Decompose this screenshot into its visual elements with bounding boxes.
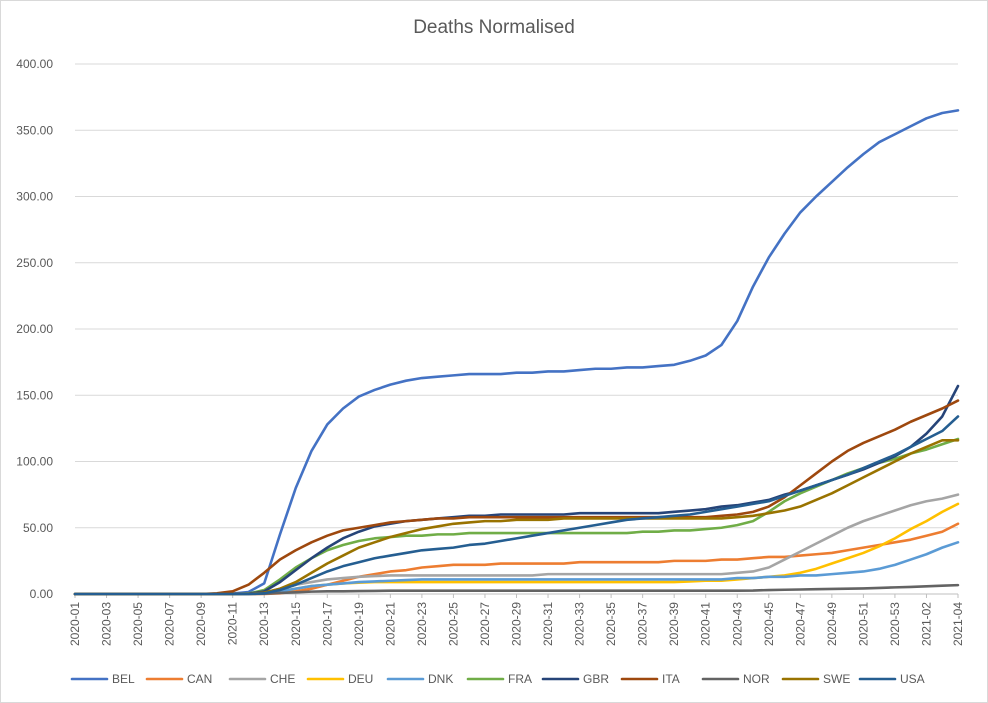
legend-label-deu: DEU [348, 672, 373, 686]
x-tick-label: 2020-05 [131, 602, 145, 646]
x-tick-label: 2020-19 [352, 602, 366, 646]
legend-label-gbr: GBR [583, 672, 609, 686]
y-tick-label: 50.00 [23, 521, 53, 535]
x-tick-label: 2020-27 [478, 602, 492, 646]
legend-label-dnk: DNK [428, 672, 453, 686]
y-tick-label: 300.00 [16, 190, 53, 204]
x-tick-label: 2020-41 [699, 602, 713, 646]
legend-label-ita: ITA [662, 672, 680, 686]
x-tick-label: 2020-43 [730, 602, 744, 646]
x-tick-label: 2020-21 [383, 602, 397, 646]
x-axis-tick-labels: 2020-01 2020-03 2020-05 2020-07 2020-09 2020-… [68, 594, 965, 646]
legend: BEL CAN CHE DEU DNK FRA GBR ITA NOR SWE USA [70, 672, 925, 686]
x-tick-label: 2020-53 [888, 602, 902, 646]
x-tick-label: 2020-09 [194, 602, 208, 646]
legend-label-nor: NOR [743, 672, 770, 686]
x-tick-label: 2020-03 [100, 602, 114, 646]
y-axis-tick-labels: 0.00 50.00 100.00 150.00 200.00 250.00 300.00 3… [16, 57, 53, 601]
x-tick-label: 2020-25 [446, 602, 460, 646]
x-tick-label: 2020-51 [856, 602, 870, 646]
x-tick-label: 2020-35 [604, 602, 618, 646]
x-tick-label: 2020-01 [68, 602, 82, 646]
x-tick-label: 2020-47 [793, 602, 807, 646]
x-tick-label: 2020-07 [163, 602, 177, 646]
x-tick-label: 2020-49 [825, 602, 839, 646]
x-tick-label: 2020-45 [762, 602, 776, 646]
x-tick-label: 2021-04 [951, 602, 965, 646]
legend-label-swe: SWE [823, 672, 850, 686]
legend-label-can: CAN [187, 672, 212, 686]
x-tick-label: 2021-02 [919, 602, 933, 646]
x-tick-label: 2020-15 [289, 602, 303, 646]
legend-label-che: CHE [270, 672, 295, 686]
x-tick-label: 2020-31 [541, 602, 555, 646]
series-line-dnk [73, 541, 960, 596]
x-tick-label: 2020-33 [573, 602, 587, 646]
y-tick-label: 200.00 [16, 322, 53, 336]
series-line-bel [73, 109, 960, 596]
y-tick-label: 0.00 [30, 587, 54, 601]
x-tick-label: 2020-39 [667, 602, 681, 646]
chart-title: Deaths Normalised [413, 17, 575, 38]
y-tick-label: 250.00 [16, 256, 53, 270]
series-lines [73, 109, 960, 596]
x-tick-label: 2020-17 [320, 602, 334, 646]
y-tick-label: 150.00 [16, 388, 53, 402]
x-tick-label: 2020-37 [636, 602, 650, 646]
legend-label-bel: BEL [112, 672, 135, 686]
y-tick-label: 100.00 [16, 455, 53, 469]
series-line-ita [73, 399, 960, 596]
legend-label-usa: USA [900, 672, 925, 686]
y-tick-label: 400.00 [16, 57, 53, 71]
x-tick-label: 2020-11 [226, 602, 240, 645]
series-line-usa [73, 415, 960, 596]
x-tick-label: 2020-13 [257, 602, 271, 646]
x-tick-label: 2020-29 [510, 602, 524, 646]
legend-label-fra: FRA [508, 672, 532, 686]
y-tick-label: 350.00 [16, 123, 53, 137]
x-tick-label: 2020-23 [415, 602, 429, 646]
